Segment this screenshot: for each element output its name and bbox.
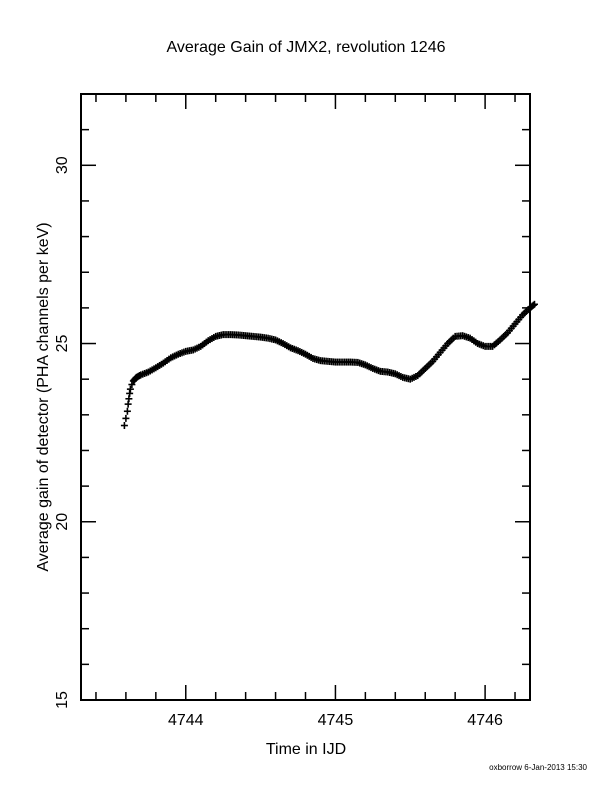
x-axis-label: Time in IJD: [266, 741, 346, 758]
chart-title: Average Gain of JMX2, revolution 1246: [167, 39, 446, 56]
data-point: [389, 369, 397, 377]
data-point: [172, 351, 180, 359]
data-point: [419, 366, 427, 374]
data-points: [120, 300, 538, 430]
data-point: [487, 342, 495, 350]
data-point: [202, 338, 210, 346]
y-tick-label-30: 30: [54, 156, 71, 174]
data-point: [494, 338, 502, 346]
y-tick-label-20: 20: [54, 513, 71, 531]
y-tick-label-25: 25: [54, 335, 71, 353]
data-point: [122, 414, 130, 422]
data-point: [120, 422, 128, 430]
data-point: [150, 365, 158, 373]
data-point: [374, 367, 382, 375]
data-point: [300, 349, 308, 357]
data-point: [277, 339, 285, 347]
x-tick-label-4746: 4746: [467, 712, 503, 729]
data-point: [412, 373, 420, 381]
data-point: [427, 359, 435, 367]
data-point: [165, 355, 173, 363]
y-tick-label-15: 15: [54, 691, 71, 709]
data-point: [180, 348, 188, 356]
data-point: [195, 343, 203, 351]
data-point: [187, 346, 195, 354]
data-point: [285, 343, 293, 351]
x-tick-label-4744: 4744: [168, 712, 204, 729]
data-point: [157, 360, 165, 368]
data-point: [434, 351, 442, 359]
plot-frame: [80, 93, 531, 701]
data-point: [509, 322, 517, 330]
data-point: [472, 338, 480, 346]
data-point: [359, 360, 367, 368]
footer-credit: oxborrow 6-Jan-2013 15:30: [489, 763, 587, 772]
data-point: [292, 346, 300, 354]
data-point: [270, 336, 278, 344]
x-major-ticks: [185, 94, 486, 700]
data-point: [367, 364, 375, 372]
data-point: [529, 301, 537, 309]
data-point: [464, 334, 472, 342]
data-point: [442, 342, 450, 350]
data-point: [210, 333, 218, 341]
y-axis-label: Average gain of detector (PHA channels p…: [35, 222, 52, 571]
x-tick-label-4745: 4745: [318, 712, 354, 729]
x-minor-ticks: [95, 94, 516, 700]
data-point: [397, 373, 405, 381]
data-point: [142, 369, 150, 377]
data-point: [126, 385, 134, 393]
data-point: [502, 331, 510, 339]
data-point: [517, 313, 525, 321]
data-point: [123, 407, 131, 415]
y-major-ticks: [81, 164, 530, 701]
y-minor-ticks: [81, 128, 530, 666]
data-point: [449, 334, 457, 342]
data-point: [128, 381, 136, 389]
data-point: [528, 302, 536, 310]
data-point: [307, 353, 315, 361]
